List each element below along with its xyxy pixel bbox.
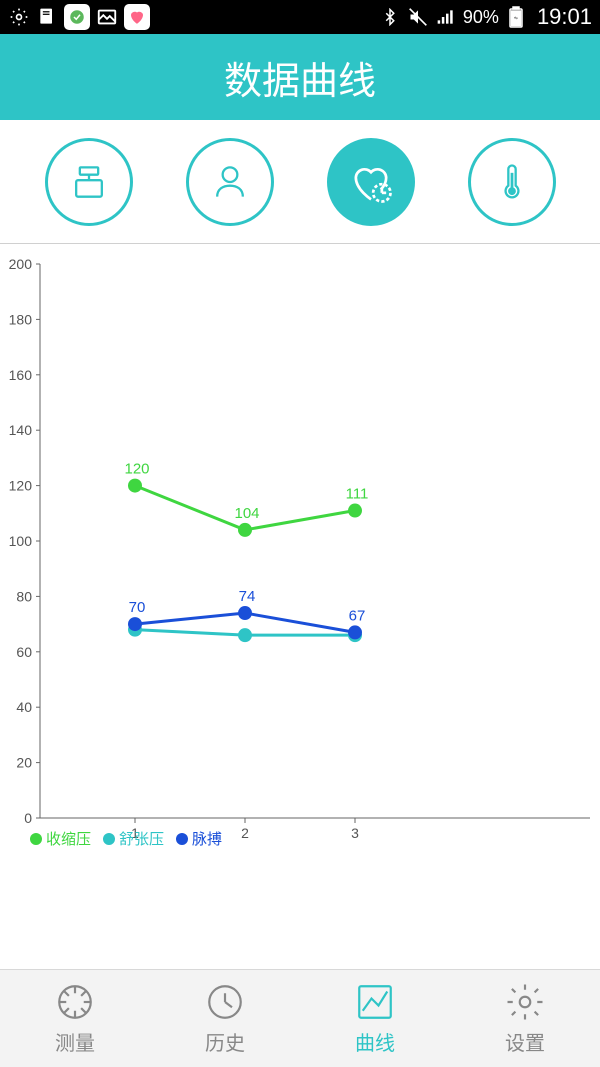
nav-measure[interactable]: 测量 — [0, 970, 150, 1067]
image-status-icon — [96, 6, 118, 28]
signal-icon — [435, 6, 457, 28]
tab-profile[interactable] — [186, 138, 274, 226]
chart-area: Unit:mmHg.bmp 02040608010012014016018020… — [0, 244, 600, 969]
nav-curve[interactable]: 曲线 — [300, 970, 450, 1067]
status-bar: 90% 19:01 — [0, 0, 600, 34]
nav-label: 测量 — [55, 1027, 95, 1056]
svg-text:100: 100 — [9, 533, 33, 549]
tab-heart[interactable] — [327, 138, 415, 226]
svg-text:160: 160 — [9, 367, 33, 383]
line-chart: 0204060801001201401601802001231201041117… — [0, 244, 600, 969]
svg-text:200: 200 — [9, 256, 33, 272]
bottom-nav: 测量 历史 曲线 设置 — [0, 969, 600, 1067]
legend-label: 脉搏 — [192, 828, 222, 849]
bluetooth-icon — [379, 6, 401, 28]
legend-item: 舒张压 — [103, 828, 164, 849]
header: 数据曲线 — [0, 34, 600, 120]
svg-text:140: 140 — [9, 422, 33, 438]
svg-text:80: 80 — [16, 588, 32, 604]
svg-text:0: 0 — [24, 810, 32, 826]
svg-text:40: 40 — [16, 699, 32, 715]
app-icon-2 — [124, 4, 150, 30]
nav-label: 设置 — [505, 1027, 545, 1056]
legend-item: 脉搏 — [176, 828, 222, 849]
settings-status-icon — [8, 6, 30, 28]
svg-text:120: 120 — [124, 461, 149, 478]
legend-item: 收缩压 — [30, 828, 91, 849]
nav-label: 历史 — [205, 1027, 245, 1056]
svg-text:180: 180 — [9, 311, 33, 327]
legend-dot — [30, 833, 42, 845]
tab-temperature[interactable] — [468, 138, 556, 226]
svg-text:120: 120 — [9, 478, 33, 494]
svg-text:60: 60 — [16, 644, 32, 660]
category-tabs — [0, 120, 600, 244]
svg-text:20: 20 — [16, 755, 32, 771]
tab-weight[interactable] — [45, 138, 133, 226]
page-title: 数据曲线 — [224, 50, 376, 105]
svg-text:70: 70 — [129, 599, 146, 616]
app-icon-1 — [64, 4, 90, 30]
svg-text:3: 3 — [351, 825, 359, 841]
battery-percent: 90% — [463, 7, 499, 28]
svg-text:111: 111 — [346, 486, 369, 503]
nav-settings[interactable]: 设置 — [450, 970, 600, 1067]
mute-icon — [407, 6, 429, 28]
svg-text:104: 104 — [234, 505, 259, 522]
legend-label: 收缩压 — [46, 828, 91, 849]
legend-dot — [176, 833, 188, 845]
svg-text:67: 67 — [349, 607, 366, 624]
svg-text:2: 2 — [241, 825, 249, 841]
document-status-icon — [36, 6, 58, 28]
nav-label: 曲线 — [355, 1027, 395, 1056]
svg-text:74: 74 — [239, 588, 256, 605]
chart-legend: 收缩压 舒张压 脉搏 — [30, 828, 222, 849]
legend-dot — [103, 833, 115, 845]
battery-icon — [505, 6, 527, 28]
nav-history[interactable]: 历史 — [150, 970, 300, 1067]
legend-label: 舒张压 — [119, 828, 164, 849]
status-time: 19:01 — [537, 4, 592, 30]
